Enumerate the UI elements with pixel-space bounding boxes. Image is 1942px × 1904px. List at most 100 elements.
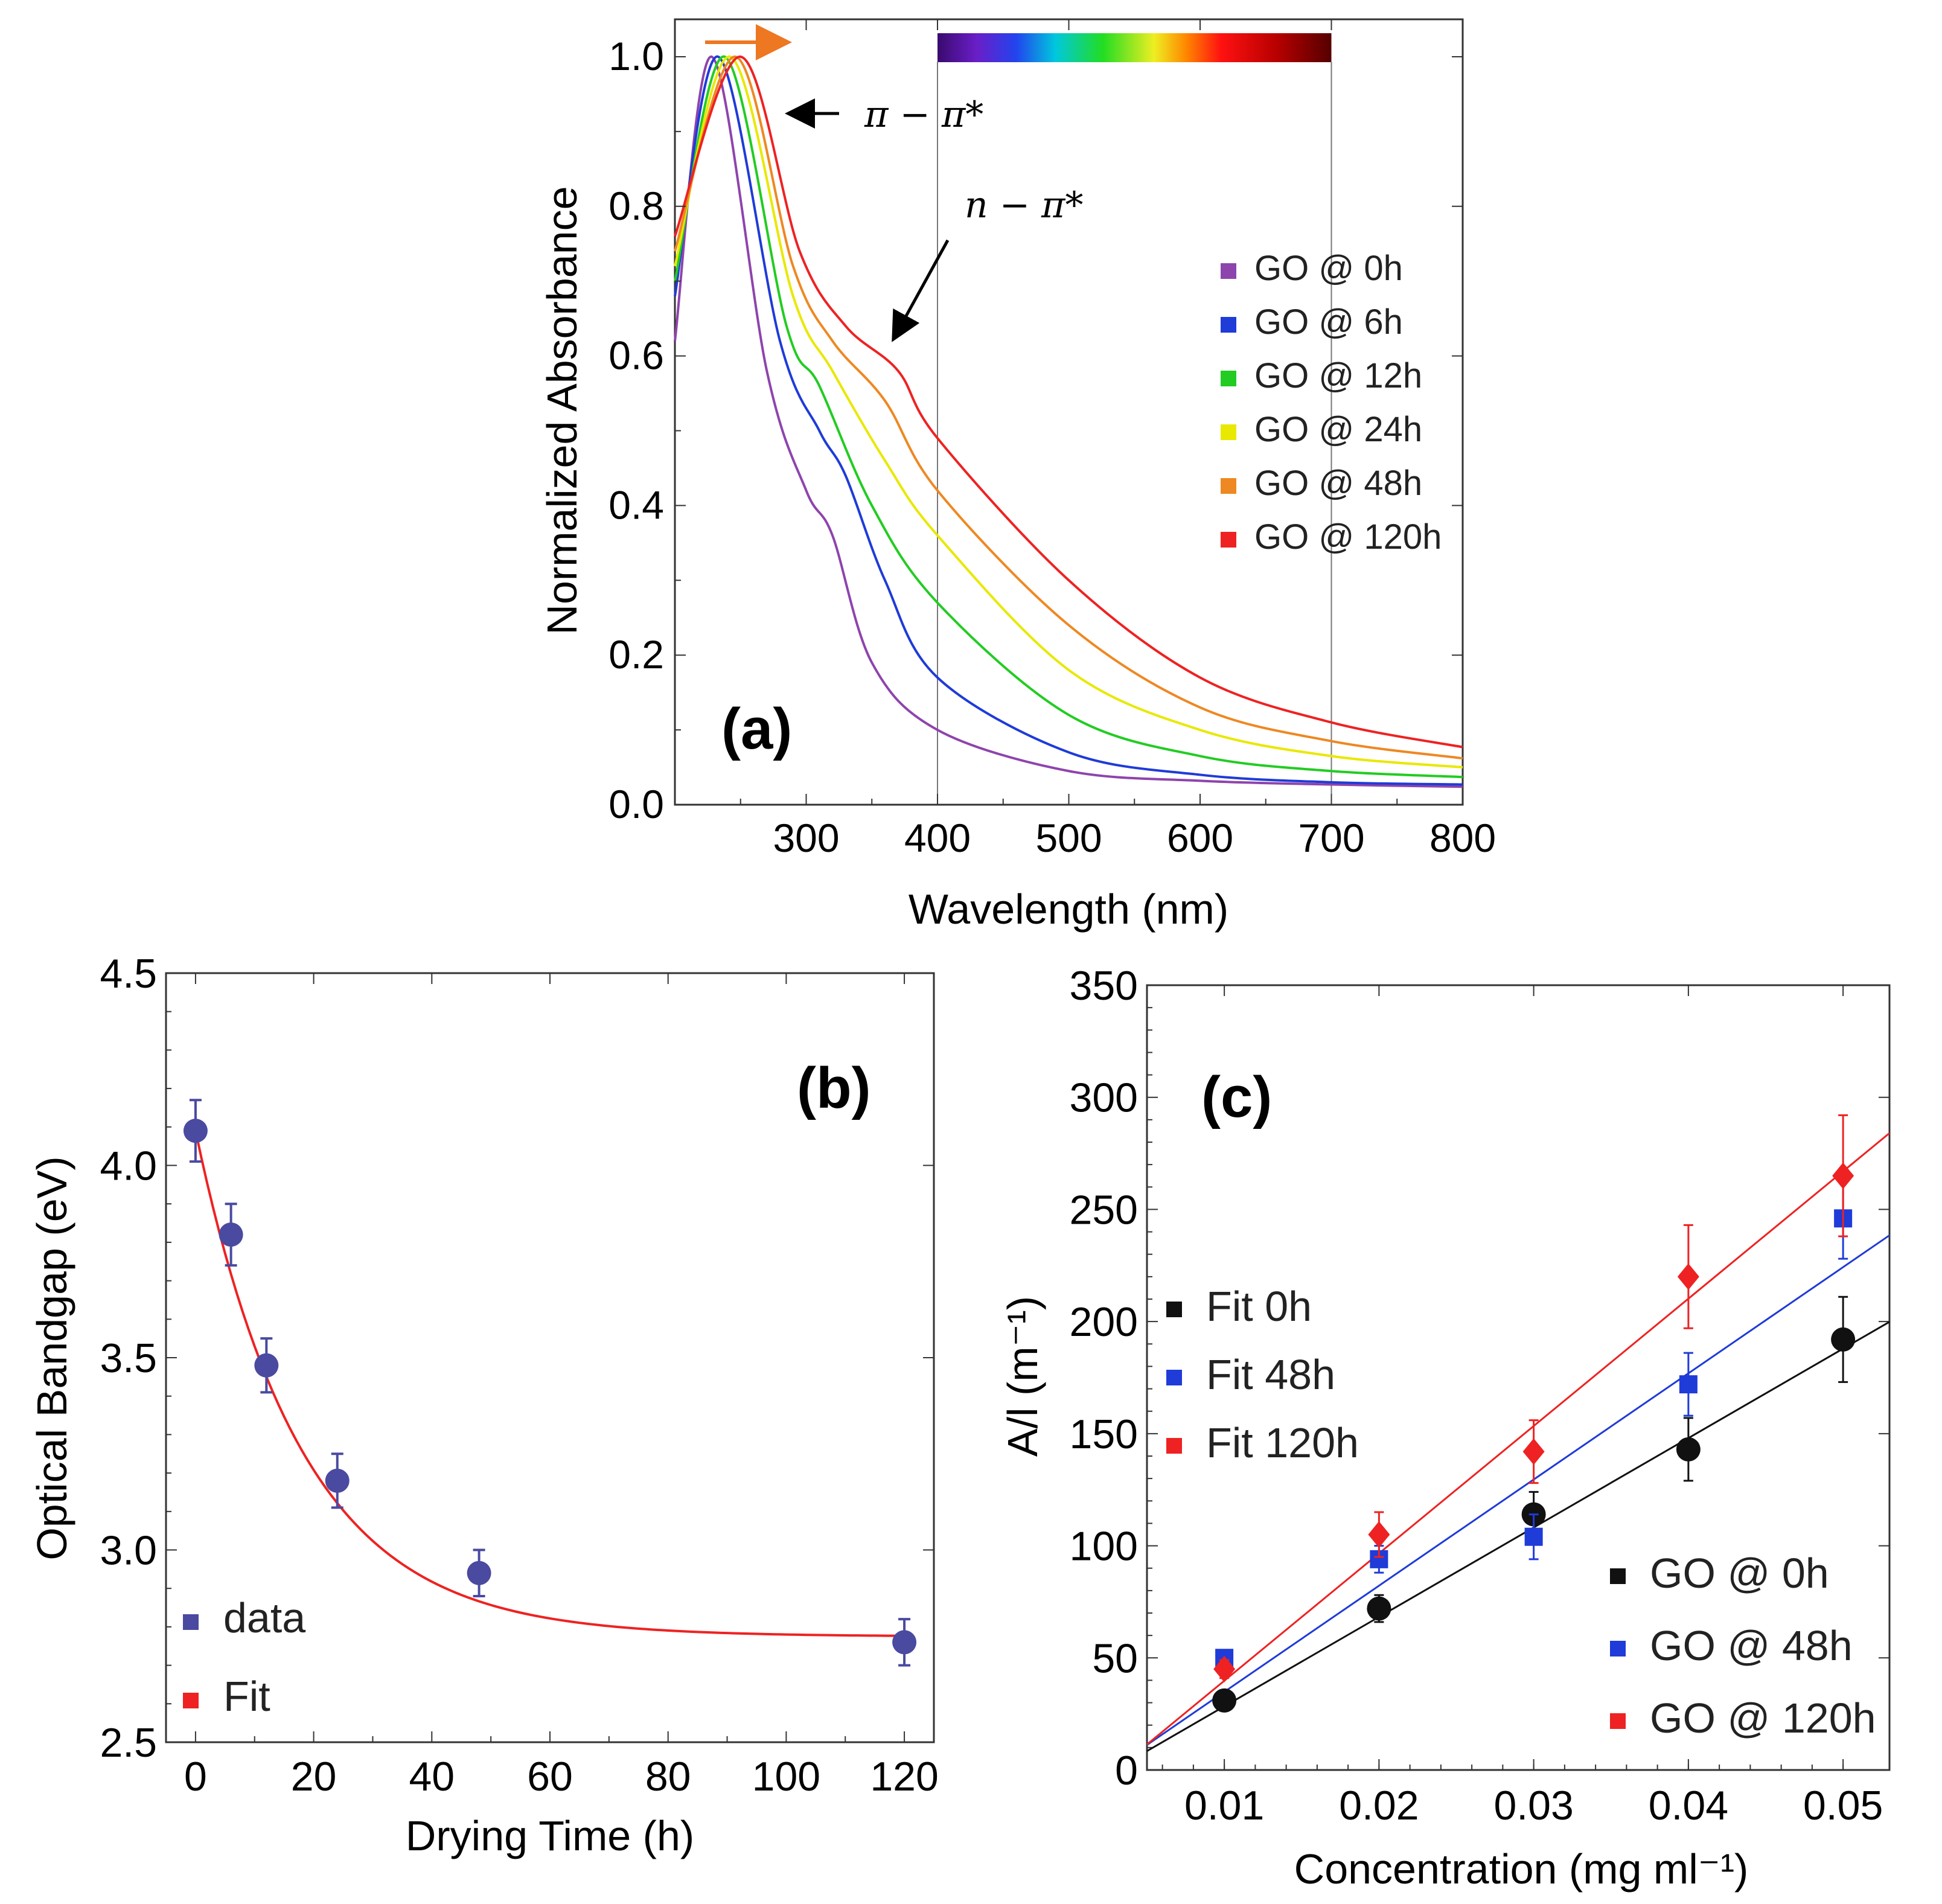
legend-swatch	[1221, 371, 1236, 386]
legend-swatch	[1610, 1568, 1626, 1584]
absorbance-curves	[674, 55, 1463, 788]
x-tick-label: 800	[1429, 816, 1496, 860]
y-tick-label: 150	[1070, 1411, 1138, 1457]
x-tick-label: 100	[752, 1754, 820, 1800]
panel-c: 0.01 0.02 0.03 0.04 0.05 0 50 100 150 200 250 300 35…	[999, 963, 1891, 1893]
y-tick-label: 3.0	[100, 1528, 157, 1574]
legend-entry: GO @ 12h	[1254, 356, 1422, 395]
panel-a-ylabel: Normalized Absorbance	[538, 186, 586, 634]
x-tick-label: 400	[904, 816, 971, 860]
legend-swatch	[1166, 1370, 1182, 1385]
data-point	[1368, 1521, 1390, 1548]
legend-entry: Fit 0h	[1206, 1283, 1312, 1330]
panel-a-label: (a)	[721, 697, 792, 761]
data-point	[325, 1468, 350, 1493]
y-tick-label: 4.0	[100, 1143, 157, 1189]
x-tick-label: 60	[527, 1754, 573, 1800]
x-tick-label: 0.02	[1339, 1783, 1419, 1829]
y-tick-label: 1.0	[608, 34, 664, 78]
panel-a-legend: GO @ 0h GO @ 6h GO @ 12h GO @ 24h GO @ 48h GO…	[1221, 249, 1442, 557]
legend-swatch	[1166, 1302, 1182, 1317]
fit-line	[1146, 1132, 1890, 1745]
y-tick-label: 2.5	[100, 1720, 157, 1766]
y-tick-label: 0	[1115, 1748, 1138, 1794]
y-tick-label: 0.6	[608, 333, 664, 378]
legend-swatch	[1221, 532, 1236, 548]
panel-b-legend: data Fit	[183, 1594, 305, 1720]
legend-entry: GO @ 24h	[1254, 410, 1422, 449]
legend-entry: GO @ 6h	[1254, 302, 1403, 342]
absorbance-curve	[674, 55, 1463, 786]
data-point	[1832, 1162, 1854, 1189]
x-tick-label: 700	[1298, 816, 1364, 860]
panel-a-ticks: 300 400 500 600 700 800 0.0 0.2 0.4 0.6 0.8 1.0	[608, 19, 1496, 860]
data-point	[219, 1222, 243, 1247]
legend-entry: data	[223, 1594, 305, 1641]
absorbance-curve	[674, 55, 1463, 769]
data-point	[1831, 1327, 1856, 1352]
data-point	[1679, 1375, 1698, 1394]
absorbance-curve	[674, 55, 1463, 749]
y-tick-label: 200	[1070, 1299, 1138, 1345]
visible-band-lines	[937, 62, 1332, 805]
panel-b-ticks: 0 20 40 60 80 100 120 2.5 3.0 3.5 4.0 4.5	[100, 951, 938, 1800]
legend-entry: Fit 48h	[1206, 1351, 1335, 1398]
x-tick-label: 300	[773, 816, 839, 860]
legend-entry: GO @ 48h	[1650, 1622, 1853, 1669]
y-tick-label: 0.4	[608, 482, 664, 527]
panel-b-ylabel: Optical Bandgap (eV)	[28, 1156, 75, 1560]
legend-entry: Fit	[223, 1673, 270, 1720]
y-tick-label: 0.0	[608, 782, 664, 826]
spectrum-gradient	[937, 33, 1332, 62]
y-tick-label: 350	[1070, 963, 1138, 1009]
panel-b: 0 20 40 60 80 100 120 2.5 3.0 3.5 4.0 4.5 (b) Dryin…	[28, 951, 939, 1859]
absorbance-curve	[674, 55, 1463, 760]
x-tick-label: 600	[1167, 816, 1233, 860]
legend-swatch	[1610, 1641, 1626, 1656]
x-tick-label: 0.04	[1649, 1783, 1728, 1829]
y-tick-label: 50	[1092, 1635, 1138, 1681]
n-pi-arrow-icon	[892, 239, 950, 342]
bandgap-fit-curve	[194, 1130, 905, 1637]
x-tick-label: 500	[1035, 816, 1102, 860]
data-point	[467, 1561, 491, 1585]
panel-b-xlabel: Drying Time (h)	[406, 1812, 694, 1859]
panel-b-label: (b)	[797, 1056, 871, 1120]
pi-pi-annotation: π − π*	[864, 94, 983, 136]
data-point	[1676, 1437, 1701, 1462]
y-tick-label: 4.5	[100, 951, 157, 997]
panel-c-label: (c)	[1201, 1065, 1272, 1129]
data-point	[1524, 1527, 1543, 1546]
panel-a-xlabel: Wavelength (nm)	[909, 886, 1228, 933]
legend-entry: GO @ 0h	[1650, 1550, 1829, 1597]
x-tick-label: 20	[291, 1754, 337, 1800]
bandgap-data-points	[183, 1099, 917, 1667]
legend-entry: GO @ 120h	[1254, 517, 1442, 557]
data-point	[1522, 1438, 1545, 1465]
data-point	[1212, 1688, 1237, 1713]
y-tick-label: 0.2	[608, 632, 664, 677]
concentration-fit-lines	[1146, 1132, 1890, 1752]
data-point	[183, 1119, 208, 1143]
legend-entry: GO @ 120h	[1650, 1695, 1876, 1742]
visible-spectrum-bar	[937, 33, 1332, 62]
data-point	[254, 1353, 279, 1378]
legend-entry: Fit 120h	[1206, 1419, 1359, 1466]
legend-swatch	[183, 1693, 199, 1708]
panel-c-data-legend: GO @ 0h GO @ 48h GO @ 120h	[1610, 1550, 1876, 1742]
data-point	[1677, 1263, 1699, 1290]
legend-swatch	[1221, 263, 1236, 279]
y-tick-label: 300	[1070, 1075, 1138, 1121]
legend-swatch	[1221, 478, 1236, 494]
y-tick-label: 3.5	[100, 1335, 157, 1381]
panel-c-ticks: 0.01 0.02 0.03 0.04 0.05 0 50 100 150 200 250 300 35…	[1070, 963, 1889, 1829]
panel-c-ylabel: A/l (m⁻¹)	[999, 1296, 1046, 1457]
absorbance-curve	[674, 55, 1463, 779]
data-point	[1213, 1655, 1236, 1682]
legend-swatch	[1610, 1713, 1626, 1729]
n-pi-annotation: n − π*	[965, 184, 1084, 226]
legend-entry: GO @ 0h	[1254, 249, 1403, 288]
panel-a: 300 400 500 600 700 800 0.0 0.2 0.4 0.6 0.8 1.0 π −…	[538, 18, 1496, 933]
y-tick-label: 0.8	[608, 184, 664, 228]
